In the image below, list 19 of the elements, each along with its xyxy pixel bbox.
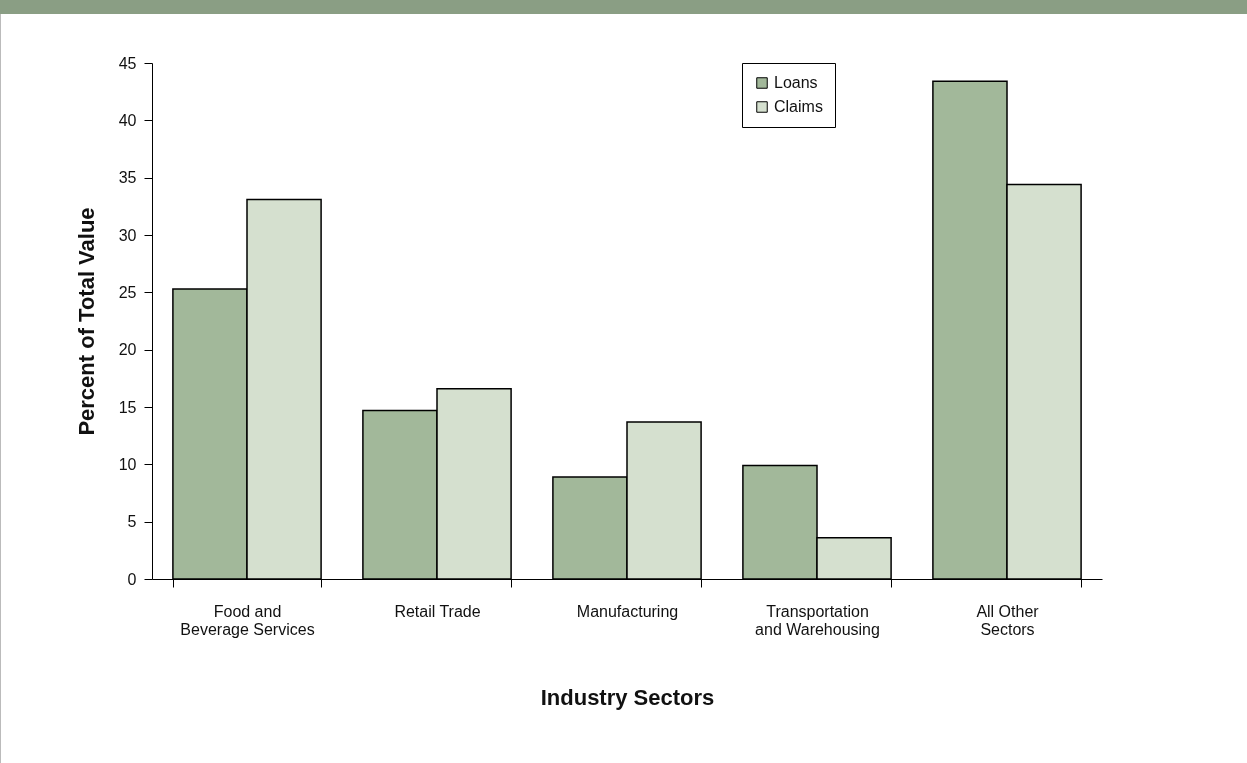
y-tick-label: 5 [127, 513, 137, 531]
x-tick-label: Manufacturing [576, 602, 679, 620]
x-tick-label: Transportation and Warehousing [755, 602, 880, 638]
y-tick-label: 40 [118, 111, 137, 129]
legend-label: Claims [774, 98, 823, 115]
x-axis-title: Industry Sectors [540, 684, 715, 710]
y-tick-label: 0 [127, 570, 137, 588]
x-tick-label: Food and Beverage Services [180, 602, 315, 638]
y-tick-label: 15 [118, 398, 137, 416]
x-tick-label: Retail Trade [394, 602, 481, 620]
y-tick-label: 10 [118, 455, 137, 473]
y-axis-title: Percent of Total Value [73, 207, 99, 436]
x-tick-label: All Other Sectors [976, 602, 1040, 638]
y-tick-label: 45 [118, 54, 137, 72]
y-tick-label: 25 [118, 283, 137, 301]
y-tick-label: 30 [118, 226, 137, 244]
legend-label: Loans [774, 74, 818, 91]
y-tick-label: 35 [118, 169, 137, 187]
y-tick-label: 20 [118, 341, 137, 359]
